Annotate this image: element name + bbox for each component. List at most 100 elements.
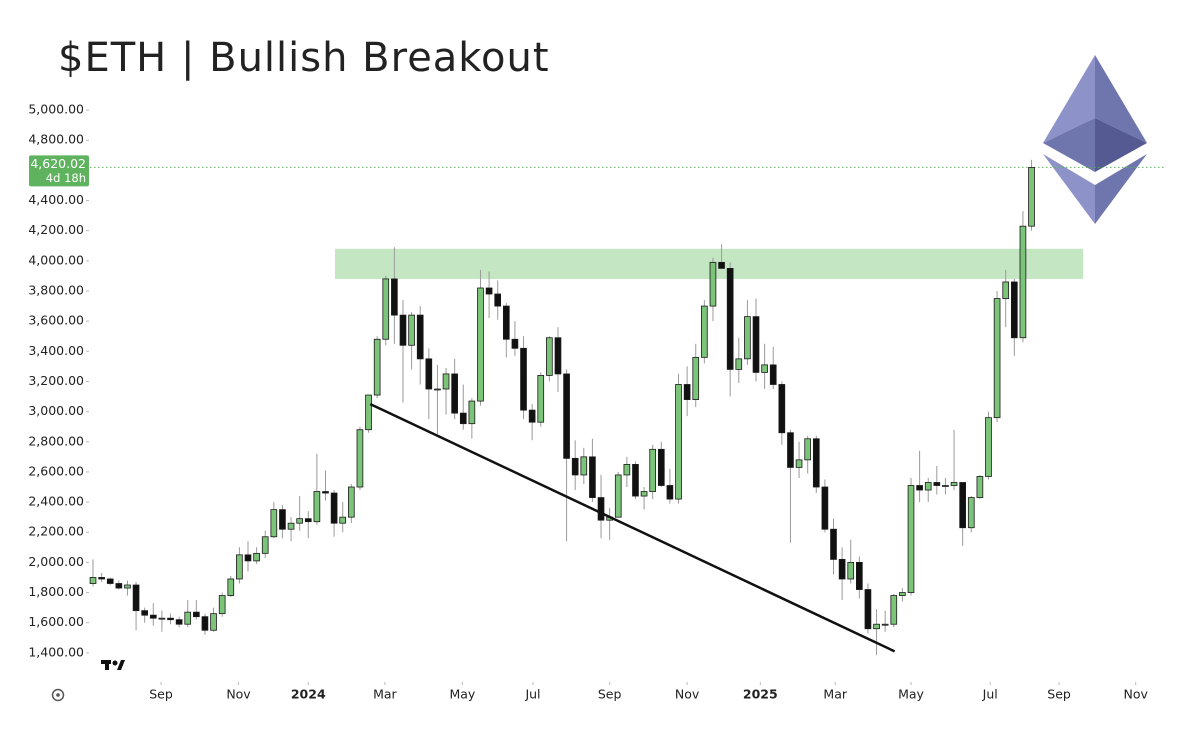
x-tick-label: May <box>898 687 924 702</box>
candle-body <box>787 432 794 468</box>
candle-body <box>1019 225 1027 339</box>
candle-body <box>227 578 235 596</box>
candle-body <box>942 485 949 487</box>
candle-body <box>477 287 484 402</box>
x-tick-label: Jul <box>982 687 998 702</box>
candle-body <box>347 486 355 518</box>
y-tick-label: 4,400.00 <box>28 192 84 207</box>
candle-body <box>597 497 605 521</box>
candle-body <box>244 554 252 562</box>
y-tick-label: 4,800.00 <box>28 132 84 147</box>
x-tick-label: Jul <box>524 687 540 702</box>
candle-body <box>339 516 347 524</box>
candle-body <box>279 509 286 530</box>
y-tick-label: 1,600.00 <box>28 614 84 629</box>
candle-body <box>683 384 691 400</box>
candle-body <box>253 552 260 562</box>
candle-body <box>451 373 458 414</box>
candle-body <box>985 417 992 477</box>
candle-body <box>812 438 820 488</box>
candle-body <box>494 293 502 307</box>
candle-body <box>675 384 682 500</box>
candle-body <box>726 267 734 370</box>
candle-body <box>304 518 312 523</box>
candle-body <box>511 338 519 349</box>
candle-body <box>640 491 648 497</box>
candle-body <box>193 611 200 618</box>
y-tick-label: 2,600.00 <box>28 463 84 478</box>
candle-body <box>692 356 700 400</box>
x-tick-label: Sep <box>598 687 622 702</box>
candle-body <box>873 623 880 630</box>
candle-body <box>106 578 114 584</box>
candle-body <box>184 611 192 625</box>
candle-body <box>657 448 665 486</box>
candle-body <box>201 616 209 631</box>
x-tick-label: 2025 <box>743 687 778 702</box>
trendline <box>369 402 896 653</box>
tradingview-logo <box>101 660 125 670</box>
candle-body <box>821 486 829 530</box>
candle-body <box>890 595 898 625</box>
candle-body <box>287 522 295 530</box>
candle-body <box>416 314 424 360</box>
x-tick-label: Nov <box>675 687 700 702</box>
x-tick-label: Sep <box>1047 687 1071 702</box>
candle-body <box>132 584 140 612</box>
candle-body <box>1010 281 1018 339</box>
x-tick-label: May <box>449 687 475 702</box>
candle-body <box>459 412 467 425</box>
candle-body <box>124 584 131 589</box>
candle-body <box>322 491 329 494</box>
candle-body <box>761 364 768 373</box>
candle-body <box>666 485 674 500</box>
candle-body <box>141 610 149 616</box>
candle-body <box>408 314 415 346</box>
candle-body <box>993 298 1001 419</box>
candle-body <box>425 358 433 390</box>
candle-body <box>709 261 717 307</box>
y-tick-label: 2,200.00 <box>28 524 84 539</box>
candle-body <box>115 583 123 589</box>
last-price-label: 4,620.02 <box>30 156 86 171</box>
candle-body <box>167 617 174 621</box>
candle-body <box>520 347 527 411</box>
candle-body <box>218 595 226 615</box>
candle-body <box>959 482 966 529</box>
candle-body <box>485 287 493 295</box>
candle-body <box>795 459 803 468</box>
y-tick-label: 4,200.00 <box>28 222 84 237</box>
candle-body <box>382 278 390 340</box>
candle-body <box>614 474 622 518</box>
candle-body <box>933 482 941 486</box>
y-tick-label: 2,000.00 <box>28 554 84 569</box>
y-tick-label: 3,600.00 <box>28 313 84 328</box>
candle-body <box>580 456 588 476</box>
candle-body <box>916 485 923 491</box>
candle-body <box>98 577 105 580</box>
candle-body <box>899 592 906 596</box>
candle-body <box>528 409 536 423</box>
settings-icon[interactable] <box>51 688 65 702</box>
y-tick-label: 3,400.00 <box>28 343 84 358</box>
candle-body <box>391 278 398 316</box>
candle-body <box>261 536 269 554</box>
y-tick-label: 2,800.00 <box>28 433 84 448</box>
candle-body <box>924 482 932 491</box>
candle-body <box>434 388 441 391</box>
y-tick-label: 1,400.00 <box>28 644 84 659</box>
candle-body <box>623 463 631 476</box>
candle-body <box>175 619 183 625</box>
y-tick-label: 2,400.00 <box>28 494 84 509</box>
candle-body <box>89 577 97 584</box>
candle-body <box>313 491 321 523</box>
y-tick-label: 3,800.00 <box>28 283 84 298</box>
candle-body <box>399 314 407 346</box>
candle-body <box>442 373 450 390</box>
candle-body <box>468 400 476 425</box>
x-tick-label: Nov <box>226 687 251 702</box>
candle-body <box>537 375 545 423</box>
candle-body <box>804 438 811 461</box>
y-tick-label: 3,000.00 <box>28 403 84 418</box>
